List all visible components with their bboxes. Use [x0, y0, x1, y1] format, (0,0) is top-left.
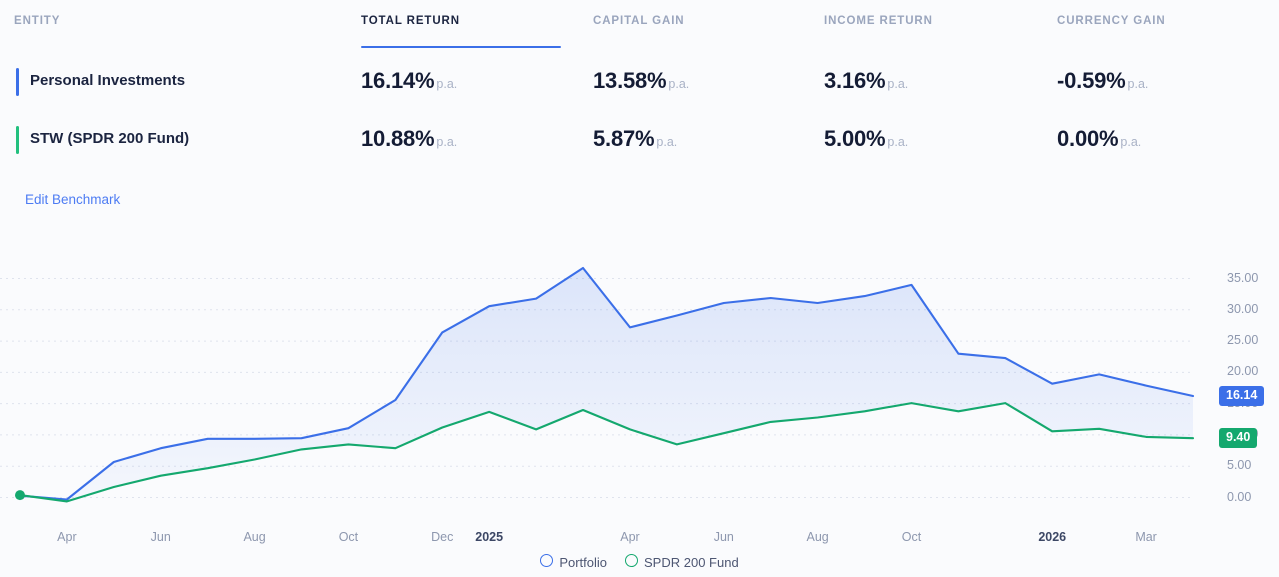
metric-value: 3.16%	[824, 68, 886, 93]
series-start-marker	[15, 490, 25, 501]
y-axis-tick-label: 30.00	[1227, 301, 1259, 316]
series-color-swatch	[16, 68, 19, 96]
metric-capital-gain: 13.58% p.a.	[593, 66, 689, 99]
legend-item-spdr-200-fund[interactable]: SPDR 200 Fund	[625, 553, 739, 570]
legend-marker-circle-icon	[540, 553, 554, 567]
metric-currency-gain: -0.59% p.a.	[1057, 66, 1148, 99]
x-axis-tick-label: Apr	[620, 530, 640, 544]
chart-legend: Portfolio SPDR 200 Fund	[0, 553, 1279, 577]
x-axis-tick-label: Mar	[1135, 530, 1157, 544]
metric-value: 5.00%	[824, 126, 886, 151]
legend-label: Portfolio	[559, 554, 608, 570]
metric-currency-gain: 0.00% p.a.	[1057, 124, 1141, 157]
column-tab-income-return[interactable]: INCOME RETURN	[824, 15, 933, 27]
legend-label: SPDR 200 Fund	[644, 554, 739, 570]
column-tab-currency-gain[interactable]: CURRENCY GAIN	[1057, 15, 1166, 27]
legend-marker-circle-icon	[625, 553, 639, 567]
metric-total-return: 16.14% p.a.	[361, 66, 457, 99]
x-axis-tick-label: Apr	[57, 530, 77, 544]
x-axis-tick-label: Aug	[243, 530, 266, 544]
entity-name: STW (SPDR 200 Fund)	[30, 130, 190, 147]
series-area-fill	[20, 268, 1193, 502]
column-tab-capital-gain[interactable]: CAPITAL GAIN	[593, 15, 685, 27]
series-end-value-badge: 16.14	[1219, 386, 1265, 406]
series-end-value-badge: 9.40	[1219, 428, 1258, 449]
series-line-spdr-200-fund[interactable]	[18, 402, 1195, 503]
x-axis-tick-label: Jun	[713, 530, 734, 544]
x-axis-tick-label: Jun	[150, 530, 171, 544]
x-axis-tick-label: Aug	[806, 530, 829, 544]
metric-unit: p.a.	[1127, 77, 1149, 91]
x-axis-tick-label: 2026	[1038, 530, 1067, 544]
edit-benchmark-link[interactable]: Edit Benchmark	[25, 192, 121, 207]
x-axis-tick-label: Dec	[431, 530, 454, 544]
metric-capital-gain: 5.87% p.a.	[593, 124, 677, 157]
performance-chart[interactable]: 0.005.0010.0015.0020.0025.0030.0035.0016…	[0, 232, 1279, 577]
series-color-swatch	[16, 126, 19, 154]
metric-value: -0.59%	[1057, 68, 1126, 93]
metric-unit: p.a.	[436, 77, 458, 91]
active-tab-underline	[361, 46, 561, 48]
y-axis-tick-label: 25.00	[1227, 333, 1259, 348]
column-tab-total-return[interactable]: TOTAL RETURN	[361, 15, 460, 27]
x-axis-tick-label: Oct	[901, 530, 922, 544]
metric-value: 10.88%	[361, 126, 435, 151]
metric-total-return: 10.88% p.a.	[361, 124, 457, 157]
chart-canvas	[0, 266, 1195, 503]
y-axis-tick-label: 35.00	[1227, 270, 1259, 285]
metric-income-return: 3.16% p.a.	[824, 66, 908, 99]
x-axis-tick-label: 2025	[475, 530, 504, 544]
entity-name: Personal Investments	[30, 72, 186, 89]
metric-unit: p.a.	[436, 135, 458, 149]
series-line-portfolio[interactable]	[18, 266, 1195, 501]
metric-unit: p.a.	[656, 135, 678, 149]
metric-unit: p.a.	[1120, 135, 1142, 149]
column-tab-entity[interactable]: ENTITY	[14, 15, 61, 27]
metric-value: 16.14%	[361, 68, 435, 93]
metric-value: 0.00%	[1057, 126, 1119, 151]
metric-tabs: ENTITY TOTAL RETURN CAPITAL GAIN INCOME RET…	[0, 0, 1279, 48]
y-axis-tick-label: 5.00	[1227, 458, 1252, 473]
metric-income-return: 5.00% p.a.	[824, 124, 908, 157]
x-axis-tick-label: Oct	[338, 530, 359, 544]
table-row[interactable]: Personal Investments 16.14% p.a. 13.58% p.a.…	[0, 54, 1279, 112]
metric-value: 13.58%	[593, 68, 667, 93]
metric-unit: p.a.	[668, 77, 690, 91]
metric-unit: p.a.	[887, 135, 909, 149]
legend-item-portfolio[interactable]: Portfolio	[540, 553, 608, 570]
y-axis-tick-label: 20.00	[1227, 364, 1259, 379]
y-axis-tick-label: 0.00	[1227, 489, 1252, 504]
metric-unit: p.a.	[887, 77, 909, 91]
table-row[interactable]: STW (SPDR 200 Fund) 10.88% p.a. 5.87% p.a. 5.…	[0, 112, 1279, 170]
metric-value: 5.87%	[593, 126, 655, 151]
